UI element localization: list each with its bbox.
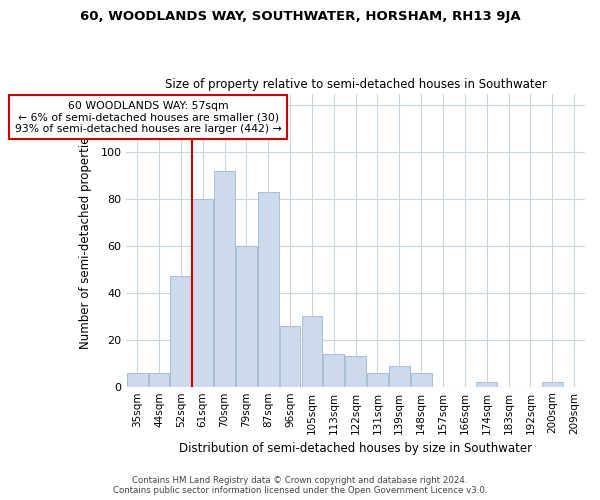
Bar — [214, 171, 235, 386]
Bar — [258, 192, 278, 386]
Text: 60, WOODLANDS WAY, SOUTHWATER, HORSHAM, RH13 9JA: 60, WOODLANDS WAY, SOUTHWATER, HORSHAM, … — [80, 10, 520, 23]
Y-axis label: Number of semi-detached properties: Number of semi-detached properties — [79, 131, 92, 350]
Bar — [389, 366, 410, 386]
Text: Contains HM Land Registry data © Crown copyright and database right 2024.
Contai: Contains HM Land Registry data © Crown c… — [113, 476, 487, 495]
Bar — [280, 326, 301, 386]
Bar — [193, 199, 213, 386]
Bar — [236, 246, 257, 386]
Bar — [323, 354, 344, 386]
Title: Size of property relative to semi-detached houses in Southwater: Size of property relative to semi-detach… — [164, 78, 547, 91]
Text: 60 WOODLANDS WAY: 57sqm
← 6% of semi-detached houses are smaller (30)
93% of sem: 60 WOODLANDS WAY: 57sqm ← 6% of semi-det… — [15, 100, 281, 134]
Bar — [170, 276, 191, 386]
Bar — [345, 356, 366, 386]
Bar — [149, 372, 169, 386]
Bar — [411, 372, 431, 386]
Bar — [367, 372, 388, 386]
Bar — [476, 382, 497, 386]
Bar — [542, 382, 563, 386]
Bar — [127, 372, 148, 386]
Bar — [302, 316, 322, 386]
X-axis label: Distribution of semi-detached houses by size in Southwater: Distribution of semi-detached houses by … — [179, 442, 532, 455]
